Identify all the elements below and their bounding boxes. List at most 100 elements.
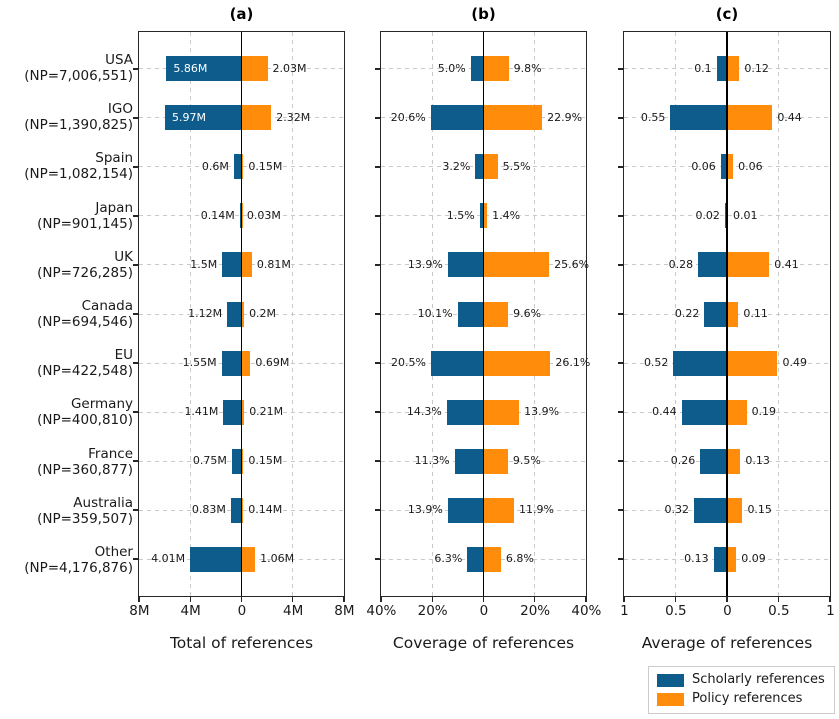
x-tick-label: 20%	[520, 603, 551, 619]
y-tick-mark	[133, 215, 138, 217]
value-label-policy: 0.13	[745, 454, 770, 468]
value-label-scholarly: 0.52	[643, 356, 669, 370]
x-tick-label: 40%	[571, 603, 602, 619]
value-label-policy: 0.81M	[256, 257, 291, 271]
category-name: Spain	[95, 150, 133, 167]
zero-axis-line	[240, 32, 243, 596]
value-label-scholarly: 6.3%	[434, 552, 463, 566]
bar-policy	[483, 350, 551, 376]
panel-a: (a) 5.86M 5.97M 0.6M 0.14M 1.5M 1.12M 1.55M 1.4…	[129, 5, 354, 652]
panel-b-plot: 5.0% 20.6% 3.2% 1.5% 13.9% 10.1% 20.5% 14.3% 11.…	[375, 31, 590, 602]
x-tick-label: 8M	[334, 603, 355, 619]
bar-policy	[241, 105, 272, 131]
panel-c-plot: 0.1 0.55 0.06 0.02 0.28 0.22 0.52 0.44 0.26 0.32 0…	[618, 31, 831, 602]
x-tick-label: 0	[479, 603, 489, 619]
category-np: (NP=726,285)	[37, 264, 133, 281]
value-label-policy: 1.06M	[260, 552, 295, 566]
bar-policy	[483, 105, 543, 131]
bar-scholarly	[223, 399, 242, 425]
bar-scholarly	[446, 399, 484, 425]
category-name: Canada	[81, 298, 133, 314]
x-tick-label: 0	[237, 603, 247, 619]
x-tick-mark	[138, 597, 140, 602]
bar-policy	[483, 301, 509, 327]
y-tick-mark	[618, 264, 623, 266]
y-tick-mark	[375, 117, 380, 119]
bar-scholarly	[457, 301, 484, 327]
y-tick-mark	[133, 411, 138, 413]
x-tick-mark	[292, 597, 294, 602]
category-label: France (NP=360,877)	[0, 446, 133, 478]
category-np: (NP=1,390,825)	[24, 117, 133, 134]
value-label-scholarly: 0.26	[670, 454, 696, 468]
value-label-scholarly: 3.2%	[442, 159, 471, 173]
y-tick-mark	[618, 117, 623, 119]
value-label-scholarly: 13.9%	[407, 503, 443, 517]
category-np: (NP=4,176,876)	[24, 560, 133, 576]
bar-policy	[241, 448, 244, 474]
x-tick-label: 0	[723, 603, 732, 619]
x-tick-mark	[431, 597, 433, 602]
y-tick-mark	[375, 166, 380, 168]
bar-scholarly	[430, 350, 484, 376]
bar-scholarly	[700, 448, 727, 474]
y-tick-mark	[133, 166, 138, 168]
y-tick-mark	[375, 215, 380, 217]
value-label-scholarly: 1.41M	[184, 405, 219, 419]
bar-scholarly	[239, 203, 242, 229]
legend-label-scholarly: Scholarly references	[692, 672, 825, 687]
category-name: France	[88, 445, 133, 462]
y-tick-mark	[133, 117, 138, 119]
bar-policy	[483, 497, 514, 523]
panel-b-xlabel: Coverage of references	[392, 634, 575, 652]
y-tick-mark	[375, 362, 380, 364]
value-label-scholarly: 0.6M	[201, 159, 229, 173]
x-tick-label: 8M	[129, 603, 150, 619]
value-label-policy: 0.14M	[248, 503, 283, 517]
value-label-policy: 9.5%	[512, 454, 541, 468]
value-label-scholarly: 0.13	[684, 552, 709, 566]
category-label: Other (NP=4,176,876)	[0, 544, 133, 576]
category-label: Spain (NP=1,082,154)	[0, 150, 133, 182]
panel-a-title: (a)	[229, 5, 254, 23]
bar-scholarly	[681, 399, 727, 425]
panel-a-xlabel: Total of references	[169, 634, 314, 652]
bar-policy	[727, 448, 741, 474]
value-label-scholarly: 0.28	[668, 257, 694, 271]
value-label-scholarly: 0.32	[664, 503, 690, 517]
y-tick-mark	[375, 313, 380, 315]
y-tick-mark	[375, 264, 380, 266]
value-label-scholarly: 1.55M	[182, 356, 217, 370]
y-tick-mark	[618, 460, 623, 462]
value-label-scholarly: 4.01M	[151, 552, 186, 566]
value-label-policy: 9.6%	[513, 307, 542, 320]
value-label-policy: 9.8%	[513, 61, 542, 75]
category-name: Australia	[73, 494, 133, 511]
category-np: (NP=360,877)	[37, 461, 133, 478]
panel-c-xlabel: Average of references	[641, 634, 813, 652]
bar-policy	[727, 350, 778, 376]
panel-b-title: (b)	[471, 5, 496, 23]
value-label-scholarly: 0.06	[691, 159, 716, 173]
bar-scholarly	[447, 252, 484, 278]
value-label-policy: 0.41	[774, 257, 799, 271]
bar-scholarly	[713, 546, 727, 572]
bar-scholarly	[221, 350, 242, 376]
value-label-scholarly: 1.5%	[446, 208, 475, 222]
legend: Scholarly references Policy references	[648, 666, 835, 714]
bar-policy	[241, 399, 245, 425]
value-label-scholarly: 13.9%	[407, 257, 443, 271]
category-name: USA	[105, 52, 133, 68]
category-label: Germany (NP=400,810)	[0, 396, 133, 428]
y-tick-mark	[133, 460, 138, 462]
y-tick-mark	[618, 411, 623, 413]
bar-policy	[727, 399, 747, 425]
bar-scholarly	[222, 252, 242, 278]
y-tick-mark	[618, 509, 623, 511]
y-tick-mark	[133, 68, 138, 70]
y-tick-mark	[133, 264, 138, 266]
x-tick-label: 0.5	[665, 603, 687, 619]
category-np: (NP=7,006,551)	[24, 68, 133, 84]
category-np: (NP=694,546)	[37, 314, 133, 330]
bar-scholarly	[467, 546, 484, 572]
